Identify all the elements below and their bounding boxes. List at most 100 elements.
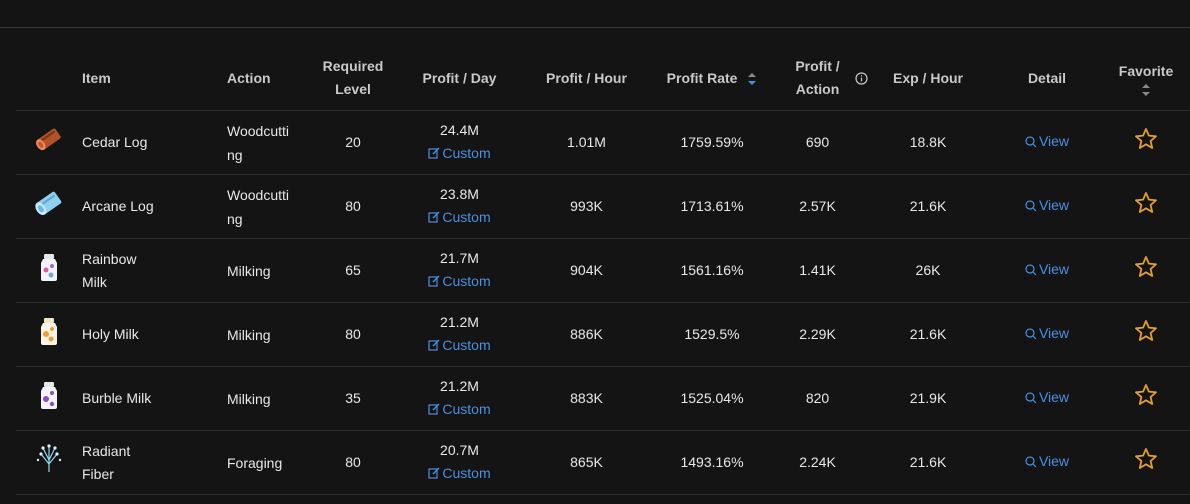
custom-label: Custom: [442, 336, 491, 353]
item-name: Radiant Fiber: [82, 430, 227, 495]
header-favorite[interactable]: Favorite: [1102, 46, 1190, 111]
header-required-level-label: Required Level: [322, 58, 384, 97]
custom-link[interactable]: Custom: [428, 142, 491, 165]
custom-link[interactable]: Custom: [428, 206, 491, 229]
profit-day-cell: 21.2M Custom: [399, 366, 520, 431]
table-row: Radiant Fiber Foraging 80 20.7M Custom 8…: [16, 430, 1190, 495]
custom-link[interactable]: Custom: [428, 462, 491, 485]
action-cell: Woodcutting: [227, 110, 307, 175]
required-level: 80: [307, 174, 399, 239]
header-profit-hour[interactable]: Profit / Hour: [520, 46, 653, 111]
burble-milk-icon: [41, 382, 57, 409]
custom-label: Custom: [442, 144, 491, 161]
profit-hour: 883K: [520, 366, 653, 431]
custom-link[interactable]: Custom: [428, 334, 491, 357]
action-cell: Foraging: [227, 430, 307, 495]
item-name-label: Arcane Log: [82, 198, 154, 214]
required-level: 20: [307, 110, 399, 175]
exp-hour: 21.6K: [864, 430, 992, 495]
profit-rate: 1561.16%: [653, 238, 771, 303]
rainbow-milk-icon: [41, 254, 57, 281]
edit-icon: [428, 211, 440, 223]
profit-action: 2.24K: [771, 430, 864, 495]
edit-icon: [428, 467, 440, 479]
header-profit-rate-label: Profit Rate: [666, 69, 738, 86]
detail-cell: View: [992, 430, 1102, 495]
star-icon[interactable]: [1134, 319, 1158, 343]
profit-day-cell: 23.8M Custom: [399, 174, 520, 239]
view-label: View: [1038, 325, 1070, 342]
detail-cell: View: [992, 110, 1102, 175]
search-icon: [1025, 200, 1037, 212]
radiant-fiber-icon: [36, 444, 62, 472]
custom-link[interactable]: Custom: [428, 270, 491, 293]
detail-cell: View: [992, 174, 1102, 239]
table-row: Burble Milk Milking 35 21.2M Custom 883K…: [16, 366, 1190, 431]
star-icon[interactable]: [1134, 255, 1158, 279]
header-profit-rate[interactable]: Profit Rate: [653, 46, 771, 111]
profit-action: 2.29K: [771, 302, 864, 367]
top-divider: [0, 27, 1190, 28]
custom-label: Custom: [442, 208, 491, 225]
custom-link[interactable]: Custom: [428, 398, 491, 421]
action-label: Foraging: [227, 454, 283, 471]
search-icon: [1025, 392, 1037, 404]
exp-hour: 26K: [864, 238, 992, 303]
view-link[interactable]: View: [1025, 258, 1069, 281]
header-icon: [16, 46, 82, 111]
star-icon[interactable]: [1134, 127, 1158, 151]
view-label: View: [1038, 389, 1070, 406]
action-label: Milking: [227, 262, 271, 279]
item-name-label: Holy Milk: [82, 326, 139, 342]
sort-icon[interactable]: [1141, 83, 1151, 97]
favorite-cell: [1102, 174, 1190, 239]
profit-day-value: 21.2M: [440, 377, 479, 394]
star-icon[interactable]: [1134, 191, 1158, 215]
profit-day-value: 21.7M: [440, 249, 479, 266]
detail-cell: View: [992, 366, 1102, 431]
exp-hour: 21.6K: [864, 302, 992, 367]
star-icon[interactable]: [1134, 383, 1158, 407]
sort-desc-icon[interactable]: [747, 72, 757, 86]
item-icon-cell: [16, 238, 82, 303]
edit-icon: [428, 403, 440, 415]
header-item: Item: [82, 46, 227, 111]
star-icon[interactable]: [1134, 447, 1158, 471]
required-level: 80: [307, 302, 399, 367]
header-profit-day[interactable]: Profit / Day: [399, 46, 520, 111]
item-name: Arcane Log: [82, 174, 227, 239]
favorite-cell: [1102, 430, 1190, 495]
header-action: Action: [227, 46, 307, 111]
favorite-cell: [1102, 110, 1190, 175]
view-link[interactable]: View: [1025, 450, 1069, 473]
header-profit-action-label: Profit / Action: [795, 58, 840, 97]
profit-day-value: 23.8M: [440, 185, 479, 202]
item-icon-cell: [16, 366, 82, 431]
profit-hour: 904K: [520, 238, 653, 303]
item-icon-cell: [16, 430, 82, 495]
profit-rate: 1529.5%: [653, 302, 771, 367]
required-level: 65: [307, 238, 399, 303]
profit-hour: 886K: [520, 302, 653, 367]
action-cell: Milking: [227, 238, 307, 303]
table-row: Arcane Log Woodcutting 80 23.8M Custom 9…: [16, 174, 1190, 239]
action-label: Woodcutting: [227, 122, 289, 163]
profit-day-cell: 21.2M Custom: [399, 302, 520, 367]
view-link[interactable]: View: [1025, 322, 1069, 345]
header-exp-hour[interactable]: Exp / Hour: [864, 46, 992, 111]
view-link[interactable]: View: [1025, 386, 1069, 409]
view-link[interactable]: View: [1025, 130, 1069, 153]
view-link[interactable]: View: [1025, 194, 1069, 217]
profit-day-cell: 21.7M Custom: [399, 238, 520, 303]
arcane-log-icon: [35, 191, 62, 216]
info-icon[interactable]: [855, 72, 868, 85]
edit-icon: [428, 275, 440, 287]
profit-rate: 1525.04%: [653, 366, 771, 431]
view-label: View: [1038, 261, 1070, 278]
profit-action: 2.57K: [771, 174, 864, 239]
header-favorite-label: Favorite: [1118, 62, 1174, 79]
action-label: Woodcutting: [227, 186, 289, 227]
favorite-cell: [1102, 366, 1190, 431]
profit-day-cell: 20.7M Custom: [399, 430, 520, 495]
required-level: 80: [307, 430, 399, 495]
